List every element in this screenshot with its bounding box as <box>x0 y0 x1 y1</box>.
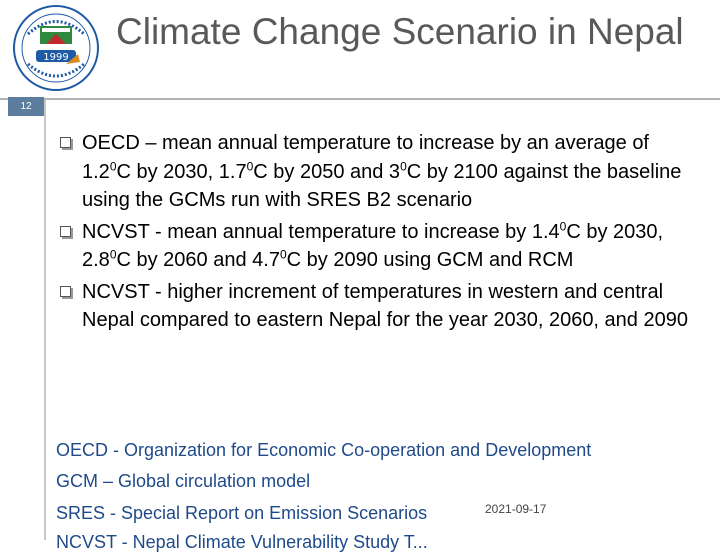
note-ncvst: NCVST - Nepal Climate Vulnerability Stud… <box>56 532 428 552</box>
note-oecd: OECD - Organization for Economic Co-oper… <box>56 440 592 460</box>
bullet-text: NCVST - mean annual temperature to incre… <box>82 218 664 271</box>
bullet-item: NCVST - mean annual temperature to incre… <box>60 218 700 275</box>
bullet-list: OECD – mean annual temperature to increa… <box>60 129 700 338</box>
note-gcm: GCM – Global circulation model <box>56 471 311 491</box>
bullet-text: OECD – mean annual temperature to increa… <box>82 132 682 211</box>
bullet-text: NCVST - higher increment of temperatures… <box>82 280 688 332</box>
slide-date: 2021-09-17 <box>485 502 547 516</box>
slide-title: Climate Change Scenario in Nepal <box>116 11 684 52</box>
square-bullet-icon <box>60 225 71 237</box>
square-bullet-icon <box>60 137 71 148</box>
header-divider <box>0 98 720 100</box>
page-number-badge: 12 <box>8 97 44 116</box>
left-divider <box>44 100 46 540</box>
institute-seal-logo: 1999 <box>6 4 106 92</box>
square-bullet-icon <box>60 285 71 297</box>
bullet-item: NCVST - higher increment of temperatures… <box>60 278 700 335</box>
bullet-item: OECD – mean annual temperature to increa… <box>60 129 700 215</box>
note-sres: SRES - Special Report on Emission Scenar… <box>56 503 428 523</box>
logo-year-text: 1999 <box>43 52 68 63</box>
